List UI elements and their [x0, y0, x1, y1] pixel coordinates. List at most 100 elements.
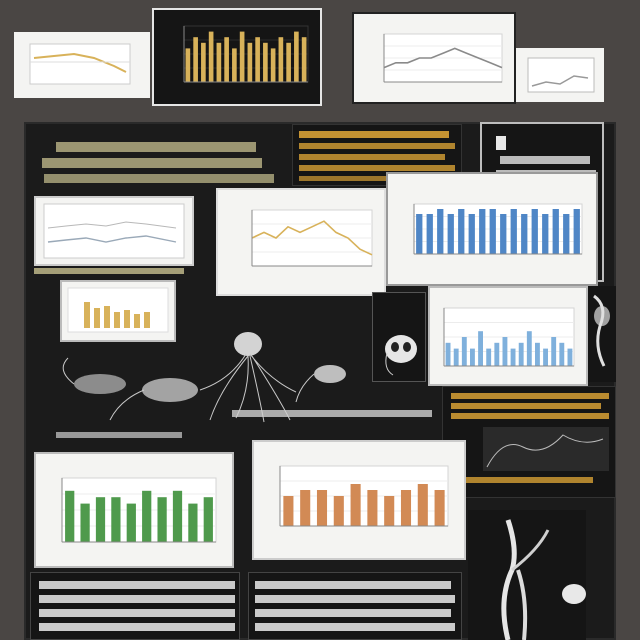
bar: [208, 31, 214, 83]
bar: [543, 348, 548, 366]
bar: [479, 209, 486, 254]
bar: [400, 490, 412, 526]
blue-bar-chart-card: [386, 172, 598, 286]
bar: [559, 342, 565, 366]
organism-illustration: [62, 332, 346, 423]
bar: [468, 214, 475, 254]
caption-center-scribble: [232, 410, 432, 417]
bar: [232, 48, 237, 82]
bar: [224, 37, 229, 82]
bar: [563, 214, 570, 254]
bar: [283, 496, 294, 526]
top-gold-bar-chart-card: [152, 8, 322, 106]
right-orange-scribble: [451, 393, 609, 483]
green-bar-chart: [61, 477, 217, 543]
top-line-chart: [383, 33, 503, 83]
bar: [294, 31, 299, 83]
bar: [301, 37, 307, 82]
caption-left-scribble: [34, 268, 184, 274]
orange-bar-chart: [279, 465, 449, 527]
light-blue-bar-chart: [443, 307, 575, 367]
bar: [126, 503, 136, 542]
gold-bar-chart: [183, 25, 309, 83]
bar: [461, 337, 467, 366]
series-line: [383, 47, 503, 69]
top-left-line-chart: [29, 43, 131, 85]
bar: [278, 37, 284, 82]
bar: [201, 42, 206, 82]
bar: [551, 337, 557, 366]
bottom-center-text-card: [248, 572, 462, 640]
bar: [417, 484, 428, 526]
bar: [263, 42, 268, 82]
bar: [521, 214, 528, 254]
series-line: [251, 220, 373, 256]
bar: [502, 337, 508, 366]
bar: [247, 42, 253, 82]
bottom-specimen-card: [468, 510, 586, 640]
right-specimen: [588, 286, 616, 382]
bar: [367, 490, 378, 526]
bar: [270, 48, 276, 82]
top-line-chart-card: [352, 12, 516, 104]
bar: [384, 496, 395, 526]
bar: [573, 209, 580, 254]
bar: [333, 496, 344, 526]
heading-scribble: [42, 142, 274, 183]
bar: [185, 48, 191, 82]
orange-scribble: [299, 131, 455, 181]
bar: [239, 31, 245, 83]
left-line-chart: [43, 203, 185, 259]
bar: [510, 348, 516, 366]
bar: [142, 490, 152, 542]
small-gold-chart-card: [60, 280, 176, 342]
bar: [157, 497, 167, 542]
bar: [350, 484, 361, 526]
right-orange-caption-card: [442, 386, 616, 498]
bar: [286, 42, 291, 82]
bottom-left-scribble: [39, 581, 235, 631]
bar: [531, 209, 538, 254]
bar: [500, 214, 507, 254]
bar: [535, 342, 540, 366]
bar: [542, 214, 549, 254]
bar: [80, 503, 90, 542]
bar: [434, 490, 445, 526]
bar: [193, 37, 198, 82]
bottom-specimen-illustration: [501, 519, 586, 640]
skull-illustration: [385, 335, 417, 376]
light-blue-bar-chart-card: [428, 286, 588, 386]
bar: [510, 209, 517, 254]
bar: [447, 214, 454, 254]
bar: [95, 497, 106, 542]
caption-left-lower-scribble: [56, 432, 182, 438]
bar: [489, 209, 496, 254]
green-bar-chart-card: [34, 452, 234, 568]
bar: [470, 348, 475, 366]
bar: [65, 490, 75, 542]
small-gold-chart: [67, 287, 169, 333]
left-line-chart-card: [34, 196, 194, 266]
bar: [552, 209, 559, 254]
bar: [518, 342, 524, 366]
bar: [437, 209, 444, 254]
bottom-center-scribble: [255, 581, 455, 631]
bar: [426, 214, 433, 254]
bar: [172, 490, 183, 542]
main-heading-block: [30, 128, 276, 190]
top-left-line: [33, 52, 127, 73]
top-right-paper: [516, 48, 604, 102]
caption-left-lower: [56, 430, 186, 442]
bar: [494, 342, 500, 366]
blue-bar-chart: [413, 203, 583, 255]
top-left-paper: [14, 32, 150, 98]
bar: [458, 209, 465, 254]
bar: [111, 497, 121, 542]
center-line-chart: [251, 209, 373, 267]
bottom-left-text-card: [30, 572, 240, 640]
bar: [216, 42, 222, 82]
bar: [453, 348, 459, 366]
bar: [478, 331, 483, 366]
bar: [486, 348, 492, 366]
caption-left: [34, 266, 194, 278]
